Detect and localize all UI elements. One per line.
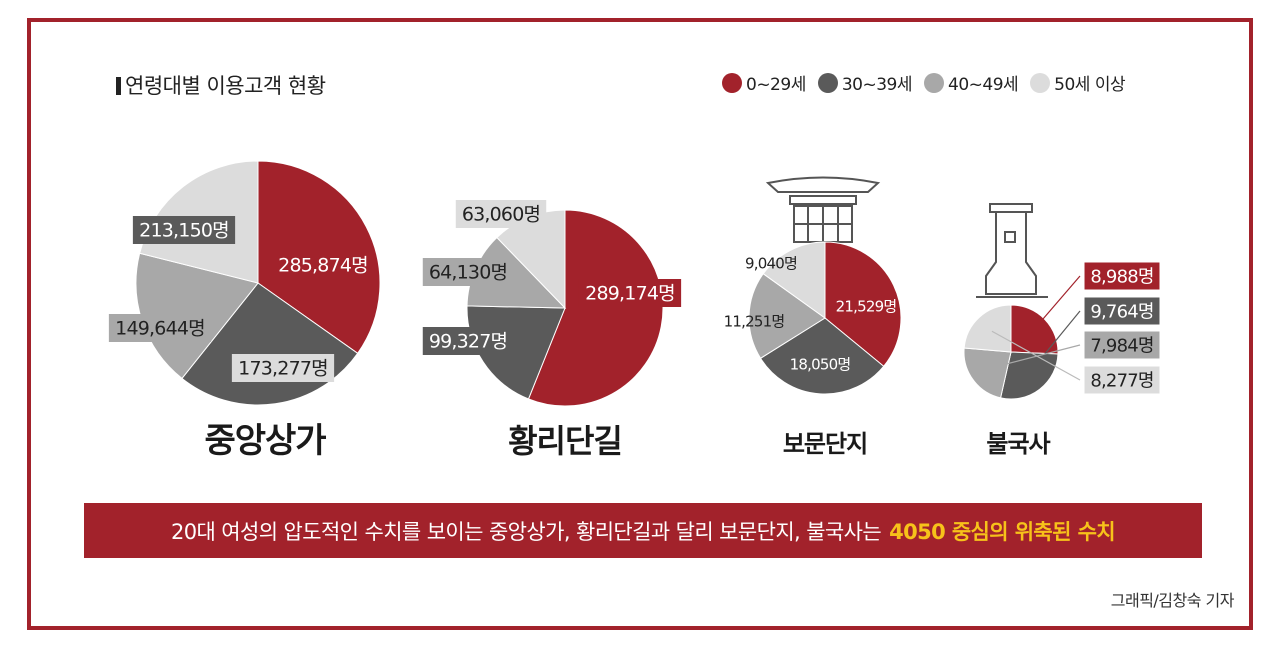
pie-label-box-3-2 — [1084, 331, 1160, 359]
pie-title-2: 보문단지 — [783, 430, 867, 458]
legend-item-2: 40~49세 — [924, 70, 1019, 95]
pie-label-2-2: 11,251명 — [724, 312, 785, 330]
leader-line-1 — [1027, 310, 1081, 375]
banner-text: 20대 여성의 압도적인 수치를 보이는 중앙상가, 황리단길과 달리 보문단지… — [170, 519, 882, 544]
leader-line-2 — [988, 344, 1081, 370]
chart-title-text: 연령대별 이용고객 현황 — [125, 74, 326, 98]
graphic-credit: 그래픽/김창숙 기자 — [1110, 591, 1235, 610]
pie-label-box-3-1 — [1084, 297, 1160, 325]
pie-slice-3-3 — [963, 304, 1012, 353]
chart-title: 연령대별 이용고객 현황 — [116, 70, 326, 100]
pie-label-0-1: 213,150명 — [139, 220, 229, 242]
pie-slice-2-0 — [824, 241, 902, 367]
pie-label-2-3: 9,040명 — [745, 254, 797, 272]
pie-label-1-3: 63,060명 — [462, 204, 540, 226]
legend-item-3: 50세 이상 — [1030, 70, 1126, 95]
pie-title-1: 황리단길 — [508, 422, 622, 460]
pie-slice-3-2 — [963, 347, 1012, 399]
pie-slice-2-3 — [762, 241, 826, 319]
pie-label-3-2: 7,984명 — [1090, 335, 1153, 356]
pie-label-box-0-3 — [231, 354, 335, 382]
pie-title-3: 불국사 — [986, 430, 1050, 458]
pie-label-2-1: 18,050명 — [790, 355, 851, 373]
pie-label-1-0: 289,174명 — [585, 283, 675, 305]
legend-label-2: 40~49세 — [948, 75, 1019, 95]
pie-slice-2-2 — [748, 273, 826, 359]
pie-label-0-0: 285,874명 — [278, 255, 368, 277]
pie-label-3-3: 8,277명 — [1090, 370, 1153, 391]
legend-label-0: 0~29세 — [746, 75, 806, 95]
pie-label-box-1-3 — [455, 200, 547, 228]
pie-label-box-3-0 — [1084, 262, 1160, 290]
pie-title-0: 중앙상가 — [204, 421, 326, 461]
pie-label-box-0-1 — [132, 216, 236, 244]
pie-label-box-1-2 — [422, 258, 514, 286]
pie-label-box-1-1 — [422, 327, 514, 355]
legend-swatch-0 — [722, 72, 742, 93]
pie-label-3-0: 8,988명 — [1090, 266, 1153, 287]
pie-slice-2-1 — [759, 317, 885, 395]
pie-label-0-2: 149,644명 — [115, 318, 205, 340]
legend: 0~29세 30~39세 40~49세 50세 이상 — [722, 70, 1126, 95]
legend-item-0: 0~29세 — [722, 70, 806, 95]
legend-swatch-2 — [924, 72, 944, 93]
pagoda-icon — [976, 203, 1048, 298]
legend-label-3: 50세 이상 — [1054, 75, 1126, 95]
pie-label-0-3: 173,277명 — [238, 358, 328, 380]
pavilion-icon — [765, 176, 881, 243]
legend-swatch-3 — [1030, 72, 1051, 93]
pie-slice-0-0 — [257, 160, 381, 355]
pie-slice-3-1 — [999, 351, 1059, 400]
pie-label-2-0: 21,529명 — [836, 297, 897, 315]
legend-swatch-1 — [817, 72, 838, 93]
banner-highlight: 4050 중심의 위축된 수치 — [889, 519, 1116, 544]
legend-item-1: 30~39세 — [817, 70, 913, 95]
pie-label-1-2: 64,130명 — [429, 262, 507, 284]
title-bullet-icon — [116, 77, 121, 95]
pie-slice-1-0 — [527, 209, 664, 407]
pie-label-1-1: 99,327명 — [429, 331, 507, 353]
pie-label-box-3-3 — [1084, 366, 1160, 394]
chart-frame — [27, 18, 1253, 630]
pie-label-box-0-2 — [108, 314, 212, 342]
summary-banner: 20대 여성의 압도적인 수치를 보이는 중앙상가, 황리단길과 달리 보문단지… — [84, 503, 1202, 558]
legend-label-1: 30~39세 — [841, 75, 913, 95]
pie-label-box-1-0 — [578, 279, 682, 307]
pie-label-3-1: 9,764명 — [1090, 301, 1153, 322]
leader-line-3 — [991, 330, 1081, 381]
leader-line-0 — [1030, 275, 1081, 333]
